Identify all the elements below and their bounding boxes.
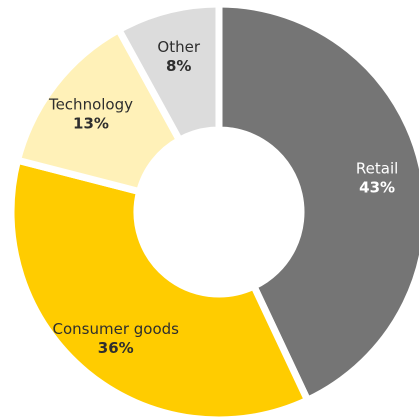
label-value-technology: 13% [73, 115, 109, 133]
label-value-other: 8% [166, 57, 191, 75]
label-name-retail: Retail [356, 160, 398, 178]
chart-slices [7, 0, 419, 417]
slice-other [114, 0, 223, 145]
label-value-consumer-goods: 36% [98, 339, 134, 357]
label-name-consumer-goods: Consumer goods [53, 320, 180, 338]
label-name-technology: Technology [48, 96, 133, 114]
label-value-retail: 43% [359, 179, 395, 197]
slice-retail [215, 0, 419, 405]
label-name-other: Other [157, 38, 200, 56]
